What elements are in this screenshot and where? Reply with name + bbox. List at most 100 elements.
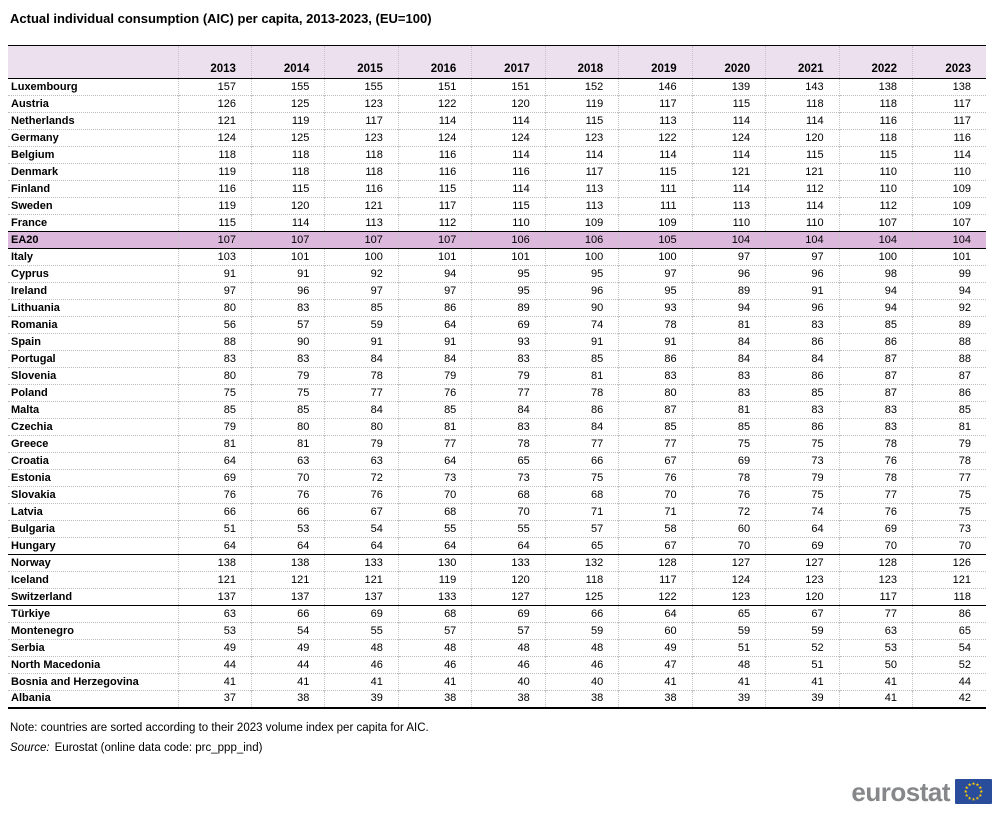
column-header-2017: 2017 (471, 45, 546, 79)
value-cell: 128 (838, 554, 913, 572)
value-cell: 38 (544, 690, 619, 708)
value-cell: 116 (397, 163, 472, 181)
eu-flag-icon (955, 779, 992, 804)
value-cell: 84 (544, 418, 619, 436)
value-cell: 83 (838, 401, 913, 419)
value-cell: 119 (544, 95, 619, 113)
table-row: Sweden 119 120 121 117 115 113 111 113 114 112 109 (8, 197, 986, 215)
value-cell: 111 (618, 197, 693, 215)
value-cell: 118 (250, 146, 325, 164)
value-cell: 79 (471, 367, 546, 385)
value-cell: 77 (471, 384, 546, 402)
value-cell: 81 (691, 401, 766, 419)
column-header-2018: 2018 (544, 45, 619, 79)
value-cell: 41 (838, 690, 913, 708)
value-cell: 121 (912, 571, 986, 589)
value-cell: 48 (471, 639, 546, 657)
value-cell: 118 (544, 571, 619, 589)
value-cell: 112 (838, 197, 913, 215)
value-cell: 87 (912, 367, 986, 385)
value-cell: 92 (324, 265, 399, 283)
value-cell: 41 (618, 673, 693, 691)
country-cell: Slovenia (11, 369, 57, 382)
value-cell: 125 (250, 95, 325, 113)
value-cell: 110 (765, 214, 840, 232)
value-cell: 41 (691, 673, 766, 691)
value-cell: 83 (765, 401, 840, 419)
country-cell: Hungary (11, 539, 56, 552)
table-row: Croatia 64 63 63 64 65 66 67 69 73 76 78 (8, 452, 986, 470)
value-cell: 138 (912, 78, 986, 96)
value-cell: 47 (618, 656, 693, 674)
value-cell: 97 (618, 265, 693, 283)
value-cell: 86 (765, 333, 840, 351)
table-row: Lithuania 80 83 85 86 89 90 93 94 96 94 92 (8, 299, 986, 317)
value-cell: 80 (250, 418, 325, 436)
value-cell: 80 (324, 418, 399, 436)
value-cell: 67 (618, 452, 693, 470)
value-cell: 113 (544, 197, 619, 215)
value-cell: 64 (397, 537, 472, 555)
column-header-2023: 2023 (912, 45, 986, 79)
value-cell: 125 (250, 129, 325, 147)
value-cell: 85 (397, 401, 472, 419)
value-cell: 76 (838, 452, 913, 470)
value-cell: 66 (250, 503, 325, 521)
value-cell: 64 (397, 316, 472, 334)
column-header-2019: 2019 (618, 45, 693, 79)
table-row: Luxembourg 157 155 155 151 151 152 146 139 143 138… (8, 78, 986, 96)
corner-cell (8, 46, 178, 79)
value-cell: 127 (471, 588, 546, 606)
value-cell: 99 (912, 265, 986, 283)
value-cell: 117 (544, 163, 619, 181)
value-cell: 54 (912, 639, 986, 657)
country-cell: Slovakia (11, 488, 56, 501)
value-cell: 38 (471, 690, 546, 708)
table-row: EA20 107 107 107 107 106 106 105 104 104 104 104 (8, 231, 986, 249)
value-cell: 101 (397, 248, 472, 266)
value-cell: 118 (912, 588, 986, 606)
value-cell: 94 (838, 299, 913, 317)
value-cell: 91 (544, 333, 619, 351)
value-cell: 76 (397, 384, 472, 402)
value-cell: 119 (177, 163, 252, 181)
value-cell: 81 (544, 367, 619, 385)
value-cell: 63 (177, 605, 252, 623)
value-cell: 91 (765, 282, 840, 300)
value-cell: 76 (250, 486, 325, 504)
value-cell: 79 (397, 367, 472, 385)
value-cell: 75 (250, 384, 325, 402)
value-cell: 94 (912, 282, 986, 300)
value-cell: 64 (471, 537, 546, 555)
aic-table: 2013 2014 2015 2016 2017 2018 2019 2020 2021 2022… (8, 45, 986, 709)
value-cell: 114 (250, 214, 325, 232)
value-cell: 57 (250, 316, 325, 334)
eurostat-logo: eurostat (851, 779, 992, 805)
value-cell: 77 (838, 486, 913, 504)
value-cell: 117 (324, 112, 399, 130)
table-body: Luxembourg 157 155 155 151 151 152 146 139 143 138… (8, 78, 986, 708)
value-cell: 88 (912, 333, 986, 351)
value-cell: 126 (912, 554, 986, 572)
value-cell: 109 (912, 197, 986, 215)
value-cell: 69 (177, 469, 252, 487)
value-cell: 91 (324, 333, 399, 351)
country-cell: North Macedonia (11, 658, 101, 671)
value-cell: 113 (324, 214, 399, 232)
country-cell: Estonia (11, 471, 51, 484)
table-row: Bulgaria 51 53 54 55 55 57 58 60 64 69 73 (8, 520, 986, 538)
country-cell: Italy (11, 250, 34, 263)
value-cell: 64 (397, 452, 472, 470)
value-cell: 126 (177, 95, 252, 113)
value-cell: 91 (177, 265, 252, 283)
value-cell: 76 (838, 503, 913, 521)
value-cell: 70 (250, 469, 325, 487)
country-cell: Montenegro (11, 624, 74, 637)
value-cell: 115 (177, 214, 252, 232)
value-cell: 116 (177, 180, 252, 198)
value-cell: 104 (691, 231, 766, 249)
country-cell: Romania (11, 318, 58, 331)
value-cell: 96 (765, 265, 840, 283)
value-cell: 44 (177, 656, 252, 674)
table-row: Bosnia and Herzegovina 41 41 41 41 40 40 41 41 41… (8, 673, 986, 691)
